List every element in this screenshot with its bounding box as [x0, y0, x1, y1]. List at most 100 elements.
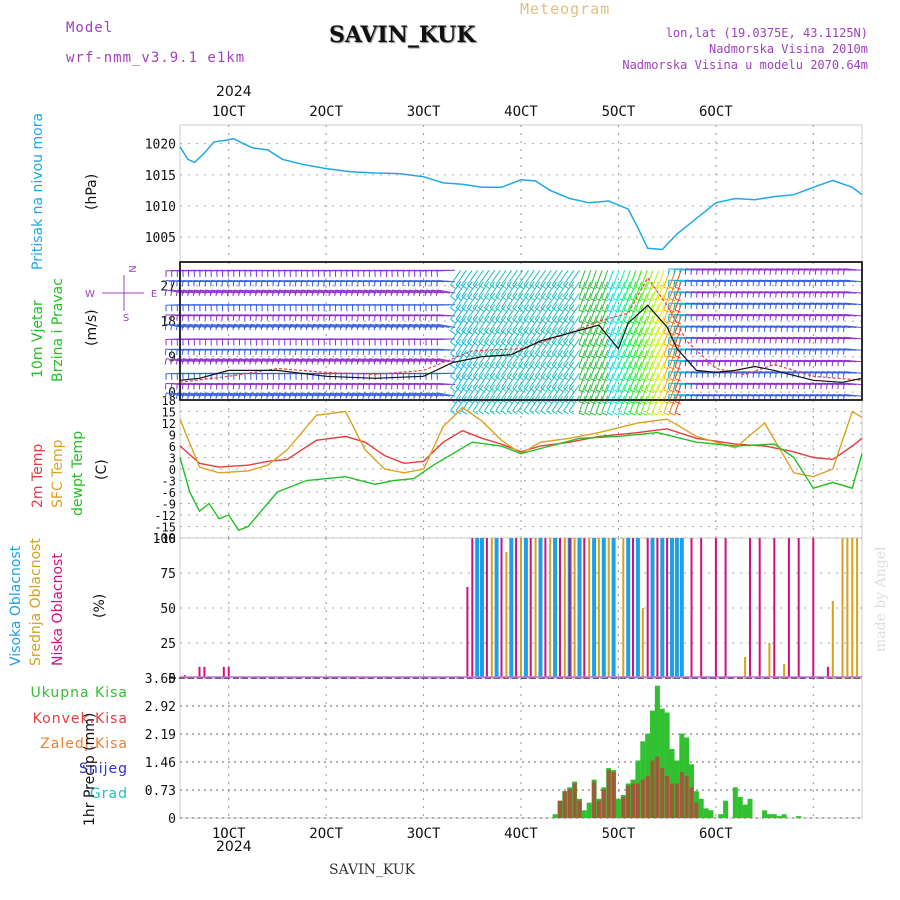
- wind-barb: [589, 395, 597, 414]
- wind-barb: [793, 359, 812, 363]
- wind-barb: [489, 304, 501, 320]
- wind-barb-flag: [289, 280, 291, 287]
- wind-barb-flag: [713, 291, 715, 298]
- wind-barb: [770, 313, 789, 317]
- wind-barb-flag: [540, 330, 547, 335]
- wind-barb-flag: [792, 302, 794, 310]
- wind-barb-flag: [351, 358, 354, 365]
- wind-barb: [759, 325, 778, 328]
- wind-barb-flag: [455, 387, 462, 392]
- wind-barb: [685, 325, 704, 328]
- wind-barb-flag: [624, 366, 630, 370]
- wind-barb: [702, 268, 721, 271]
- wind-barb: [781, 325, 800, 328]
- wind-barb: [770, 359, 789, 363]
- wind-barb: [483, 361, 496, 377]
- wind-barb: [495, 395, 507, 412]
- wind-barb-flag: [484, 410, 490, 415]
- wind-barb: [166, 358, 184, 363]
- wind-barb-flag: [402, 358, 404, 365]
- wind-barb: [307, 358, 326, 363]
- wind-barb-flag: [735, 302, 738, 310]
- wind-barb-flag: [546, 284, 552, 289]
- wind-barb-flag: [255, 349, 257, 356]
- wind-barb: [606, 292, 614, 311]
- wind-barb: [680, 313, 699, 317]
- wind-barb-flag: [501, 284, 507, 289]
- wind-barb: [589, 270, 597, 288]
- wind-barb-flag: [667, 371, 670, 378]
- wind-barb: [239, 392, 258, 397]
- wind-barb: [472, 384, 484, 400]
- wind-barb: [329, 358, 348, 363]
- wind-barb: [601, 281, 609, 299]
- wind-barb-flag: [563, 376, 569, 381]
- wind-barb-flag: [758, 348, 760, 355]
- wind-barb: [403, 358, 422, 363]
- wind-barb-flag: [696, 325, 698, 332]
- wind-barb: [674, 268, 693, 271]
- wind-barb-flag: [673, 302, 675, 310]
- cloud-bar: [641, 608, 644, 678]
- wind-barb-flag: [780, 360, 783, 367]
- wind-barb: [517, 292, 530, 309]
- wind-barb-flag: [674, 412, 681, 416]
- wind-barb: [759, 302, 778, 306]
- y-tick-label: -6: [162, 486, 176, 500]
- wind-barb: [584, 373, 592, 391]
- wind-barb: [595, 350, 603, 368]
- y-tick-label: 15: [162, 406, 176, 420]
- wind-barb: [450, 327, 462, 343]
- wind-barb: [589, 350, 597, 368]
- wind-barb: [640, 338, 648, 356]
- wind-barb-flag: [837, 291, 839, 298]
- wind-barb: [623, 292, 631, 311]
- wind-barb-flag: [657, 298, 664, 302]
- wind-barb-flag: [379, 324, 382, 331]
- wind-barb-flag: [305, 358, 308, 365]
- wind-barb: [426, 289, 444, 294]
- y-tick-label: 9: [169, 429, 176, 443]
- wind-barb-flag: [187, 392, 190, 399]
- wind-barb: [680, 302, 699, 306]
- wind-barb: [612, 270, 620, 288]
- wind-barb-flag: [831, 314, 834, 321]
- wind-barb-flag: [450, 341, 456, 347]
- wind-barb-flag: [652, 366, 659, 370]
- wind-barb: [702, 325, 721, 328]
- wind-barb-flag: [735, 348, 738, 355]
- wind-barb: [478, 327, 490, 343]
- wind-barb-flag: [311, 280, 314, 287]
- wind-barb-flag: [612, 378, 619, 382]
- wind-barb: [589, 373, 597, 391]
- wind-barb: [495, 281, 507, 297]
- wind-barb-flag: [435, 358, 438, 365]
- wind-barb: [584, 304, 592, 322]
- wind-barb-flag: [735, 314, 738, 321]
- wind-barb-flag: [809, 268, 811, 275]
- wind-barb-flag: [669, 378, 676, 382]
- wind-barb: [166, 392, 184, 397]
- cloud-bar: [783, 664, 786, 678]
- wind-barb: [546, 361, 558, 377]
- wind-barb-flag: [724, 360, 726, 367]
- wind-barb-flag: [669, 401, 676, 405]
- wind-barb-flag: [484, 307, 490, 312]
- wind-barb: [804, 336, 823, 340]
- wind-barb-flag: [775, 383, 777, 390]
- wind-barb: [568, 270, 580, 286]
- wind-barb-flag: [696, 383, 698, 390]
- wind-barb: [838, 359, 857, 363]
- wind-barb: [517, 372, 530, 389]
- bottom-x-tick-label: 1OCT: [212, 826, 246, 842]
- wind-barb: [815, 359, 834, 363]
- wind-barb-flag: [769, 348, 772, 355]
- wind-barb-flag: [430, 324, 433, 331]
- wind-barb-flag: [170, 289, 173, 296]
- wind-barb: [335, 392, 354, 397]
- wind-barb: [584, 281, 592, 299]
- wind-barb-flag: [317, 324, 320, 331]
- wind-barb-flag: [590, 321, 597, 324]
- precip-conv-bar: [650, 760, 655, 818]
- wind-barb: [461, 304, 473, 320]
